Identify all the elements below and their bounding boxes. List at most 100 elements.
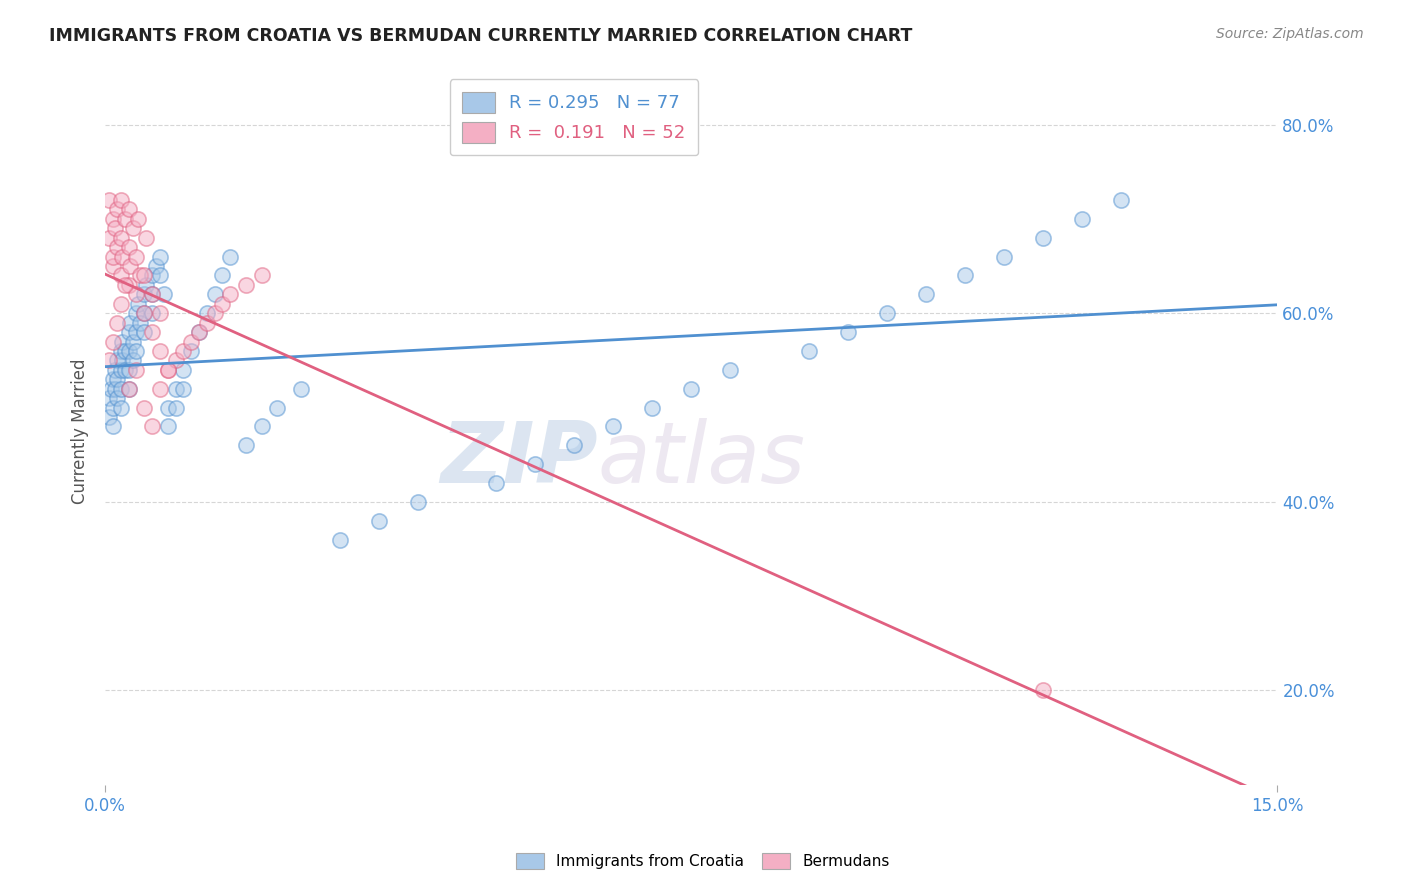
Point — [98, 353, 121, 368]
Point — [837, 325, 859, 339]
Point — [1032, 683, 1054, 698]
Point — [125, 343, 148, 358]
Point — [149, 250, 172, 264]
Point — [188, 325, 211, 339]
Point — [165, 401, 187, 415]
Point — [110, 297, 132, 311]
Point — [250, 419, 273, 434]
Point — [141, 419, 163, 434]
Point — [110, 193, 132, 207]
Point — [111, 250, 134, 264]
Point — [104, 382, 127, 396]
Point — [134, 325, 156, 339]
Point — [118, 363, 141, 377]
Point — [204, 287, 226, 301]
Point — [111, 353, 134, 368]
Point — [110, 268, 132, 283]
Point — [172, 382, 194, 396]
Point — [641, 401, 664, 415]
Point — [485, 475, 508, 490]
Point — [101, 419, 124, 434]
Point — [993, 250, 1015, 264]
Point — [134, 306, 156, 320]
Point — [101, 211, 124, 226]
Point — [290, 382, 312, 396]
Point — [118, 382, 141, 396]
Point — [121, 221, 143, 235]
Point — [1071, 211, 1094, 226]
Point — [101, 259, 124, 273]
Legend: Immigrants from Croatia, Bermudans: Immigrants from Croatia, Bermudans — [510, 847, 896, 875]
Point — [120, 259, 142, 273]
Point — [110, 343, 132, 358]
Point — [188, 325, 211, 339]
Point — [797, 343, 820, 358]
Point — [1109, 193, 1132, 207]
Point — [134, 401, 156, 415]
Point — [98, 193, 121, 207]
Point — [118, 240, 141, 254]
Point — [105, 353, 128, 368]
Point — [149, 268, 172, 283]
Point — [149, 382, 172, 396]
Point — [125, 250, 148, 264]
Point — [718, 363, 741, 377]
Point — [105, 316, 128, 330]
Point — [129, 268, 152, 283]
Point — [125, 287, 148, 301]
Point — [156, 401, 179, 415]
Point — [105, 391, 128, 405]
Point — [235, 438, 257, 452]
Point — [367, 514, 389, 528]
Point — [110, 231, 132, 245]
Point — [180, 343, 202, 358]
Point — [104, 221, 127, 235]
Point — [141, 325, 163, 339]
Point — [219, 287, 242, 301]
Point — [135, 231, 157, 245]
Point — [141, 306, 163, 320]
Legend: R = 0.295   N = 77, R =  0.191   N = 52: R = 0.295 N = 77, R = 0.191 N = 52 — [450, 79, 699, 155]
Point — [172, 343, 194, 358]
Point — [98, 231, 121, 245]
Text: IMMIGRANTS FROM CROATIA VS BERMUDAN CURRENTLY MARRIED CORRELATION CHART: IMMIGRANTS FROM CROATIA VS BERMUDAN CURR… — [49, 27, 912, 45]
Point — [114, 363, 136, 377]
Point — [125, 325, 148, 339]
Point — [135, 277, 157, 292]
Point — [195, 306, 218, 320]
Point — [149, 343, 172, 358]
Point — [1032, 231, 1054, 245]
Point — [153, 287, 176, 301]
Point — [121, 334, 143, 349]
Point — [211, 268, 233, 283]
Point — [141, 287, 163, 301]
Point — [110, 363, 132, 377]
Point — [127, 211, 149, 226]
Point — [172, 363, 194, 377]
Point — [156, 419, 179, 434]
Point — [141, 287, 163, 301]
Point — [101, 372, 124, 386]
Point — [118, 325, 141, 339]
Point — [98, 409, 121, 424]
Point — [105, 372, 128, 386]
Text: atlas: atlas — [598, 417, 806, 501]
Point — [114, 211, 136, 226]
Point — [129, 316, 152, 330]
Point — [111, 334, 134, 349]
Point — [602, 419, 624, 434]
Point — [219, 250, 242, 264]
Point — [101, 334, 124, 349]
Y-axis label: Currently Married: Currently Married — [72, 359, 89, 504]
Point — [101, 401, 124, 415]
Point — [101, 250, 124, 264]
Point — [110, 382, 132, 396]
Text: Source: ZipAtlas.com: Source: ZipAtlas.com — [1216, 27, 1364, 41]
Point — [105, 202, 128, 217]
Point — [98, 391, 121, 405]
Point — [141, 268, 163, 283]
Point — [876, 306, 898, 320]
Point — [211, 297, 233, 311]
Point — [149, 306, 172, 320]
Point — [134, 268, 156, 283]
